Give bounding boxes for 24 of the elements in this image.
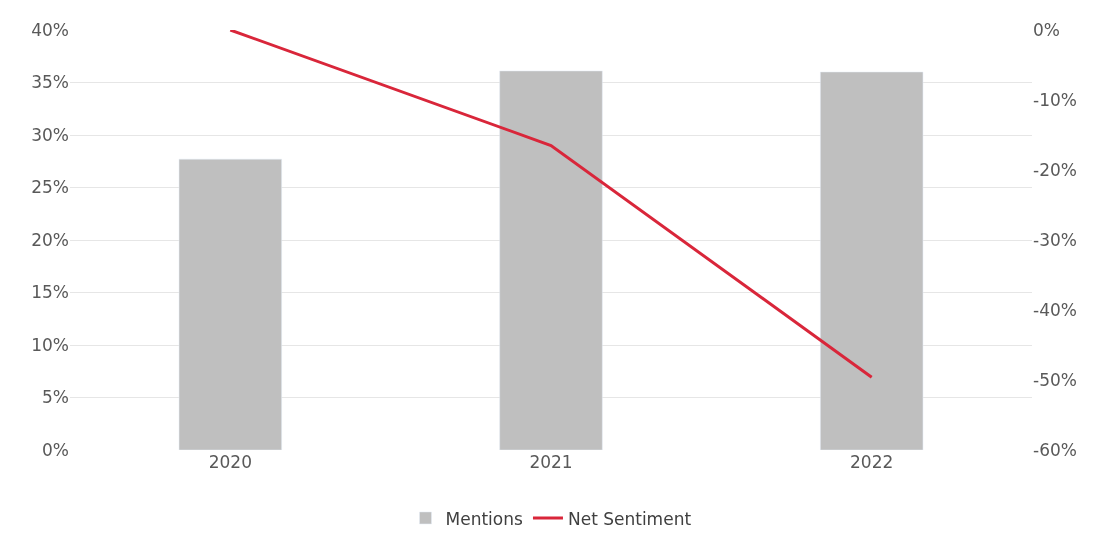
y-tick-label: 5% <box>42 387 69 408</box>
y2-tick-label: 0% <box>1033 19 1060 40</box>
y-tick-label: 30% <box>31 124 69 145</box>
y-tick-label: 0% <box>42 439 69 460</box>
y-tick-label: 15% <box>31 282 69 303</box>
x-tick-label: 2022 <box>850 452 894 472</box>
bar <box>178 158 282 450</box>
y-tick-label: 35% <box>31 72 69 93</box>
y2-tick-label: -60% <box>1033 439 1077 460</box>
y-tick-label: 40% <box>31 19 69 40</box>
x-tick-label: 2021 <box>529 452 573 472</box>
y2-tick-label: -50% <box>1033 369 1077 390</box>
y-tick-label: 25% <box>31 177 69 198</box>
legend-label: Net Sentiment <box>567 508 692 529</box>
bar <box>499 70 603 450</box>
legend-label: Mentions <box>445 508 523 529</box>
y2-tick-label: -40% <box>1033 299 1077 320</box>
y-tick-label: 10% <box>31 334 69 355</box>
y2-tick-label: -10% <box>1033 89 1077 110</box>
y2-tick-label: -30% <box>1033 229 1077 250</box>
bar <box>820 71 924 450</box>
x-tick-label: 2020 <box>208 452 252 472</box>
y2-tick-label: -20% <box>1033 159 1077 180</box>
y-tick-label: 20% <box>31 229 69 250</box>
